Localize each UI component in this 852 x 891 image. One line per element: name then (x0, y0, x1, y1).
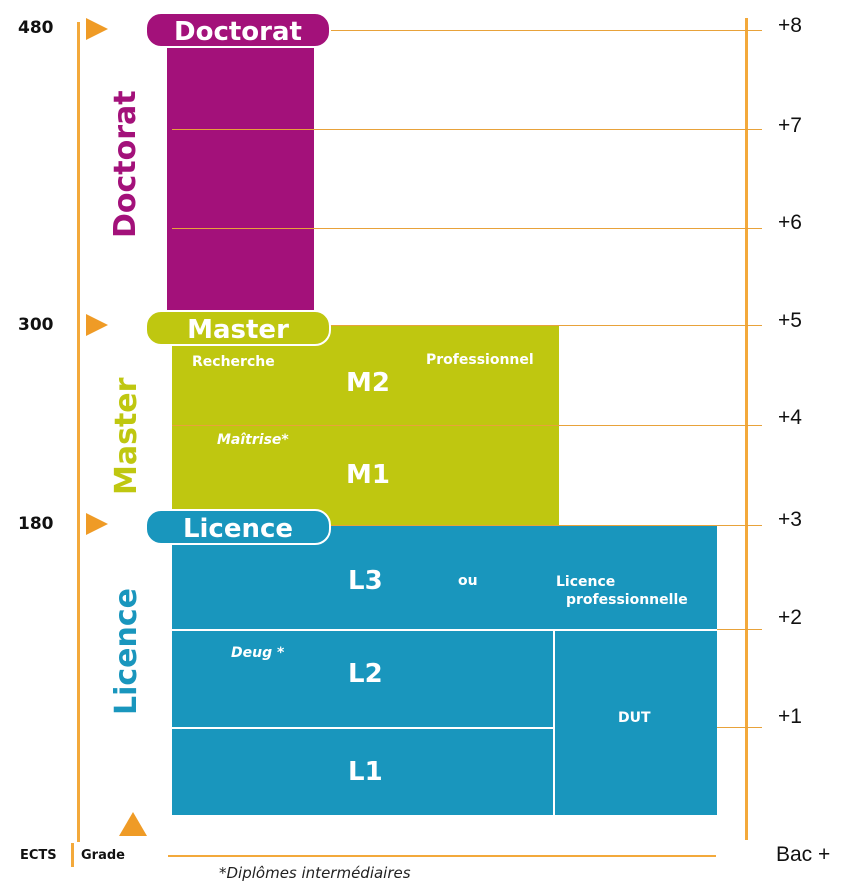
grade-header: Grade (81, 848, 125, 863)
bac-level-5: +5 (778, 309, 802, 333)
ects-header: ECTS (20, 848, 57, 863)
footnote: *Diplômes intermédiaires (219, 864, 411, 882)
doctorat-block (167, 30, 314, 314)
l3-label: L3 (348, 566, 383, 596)
maitrise-label: Maîtrise* (217, 432, 289, 448)
bac-level-2: +2 (778, 606, 802, 630)
bac-level-7: +7 (778, 114, 802, 138)
ects-value-300: 300 (18, 315, 54, 335)
level-line-7 (172, 129, 762, 130)
l2-label: L2 (348, 659, 383, 689)
ects-value-480: 480 (18, 18, 54, 38)
master-professionnel-label: Professionnel (426, 352, 534, 368)
separator-l3-l2 (172, 629, 717, 631)
bac-axis-line (745, 18, 748, 840)
ects-axis-line (77, 22, 80, 842)
doctorat-side-label: Doctorat (108, 98, 148, 238)
arrow-right-icon (86, 513, 108, 535)
baseline (168, 855, 716, 857)
licence-pro-line1: Licence (556, 574, 615, 590)
bac-level-6: +6 (778, 211, 802, 235)
separator-l2-l1 (172, 727, 554, 729)
level-line-8 (322, 30, 762, 31)
l1-label: L1 (348, 757, 383, 787)
ou-label: ou (458, 573, 478, 589)
licence-pill: Licence (145, 509, 331, 545)
dut-label: DUT (618, 710, 651, 726)
level-line-5 (322, 325, 762, 326)
master-pill: Master (145, 310, 331, 346)
level-line-4 (172, 425, 762, 426)
bac-level-3: +3 (778, 508, 802, 532)
bac-level-4: +4 (778, 406, 802, 430)
bac-level-1: +1 (778, 705, 802, 729)
licence-pro-line2: professionnelle (566, 592, 688, 608)
m1-label: M1 (346, 460, 390, 490)
level-line-2 (717, 629, 762, 630)
licence-side-label: Licence (109, 597, 149, 715)
separator-dut (553, 630, 555, 815)
arrow-right-icon (86, 18, 108, 40)
bac-footer: Bac + (776, 843, 830, 867)
doctorat-pill: Doctorat (145, 12, 331, 48)
bac-level-8: +8 (778, 14, 802, 38)
level-line-1 (717, 727, 762, 728)
master-side-label: Master (109, 385, 149, 495)
grade-divider (71, 843, 74, 867)
licence-block (172, 525, 717, 815)
master-recherche-label: Recherche (192, 354, 275, 370)
deug-label: Deug * (231, 645, 284, 661)
ects-value-180: 180 (18, 514, 54, 534)
level-line-3 (322, 525, 762, 526)
arrow-up-icon (119, 812, 147, 836)
level-line-6 (172, 228, 762, 229)
arrow-right-icon (86, 314, 108, 336)
m2-label: M2 (346, 368, 390, 398)
